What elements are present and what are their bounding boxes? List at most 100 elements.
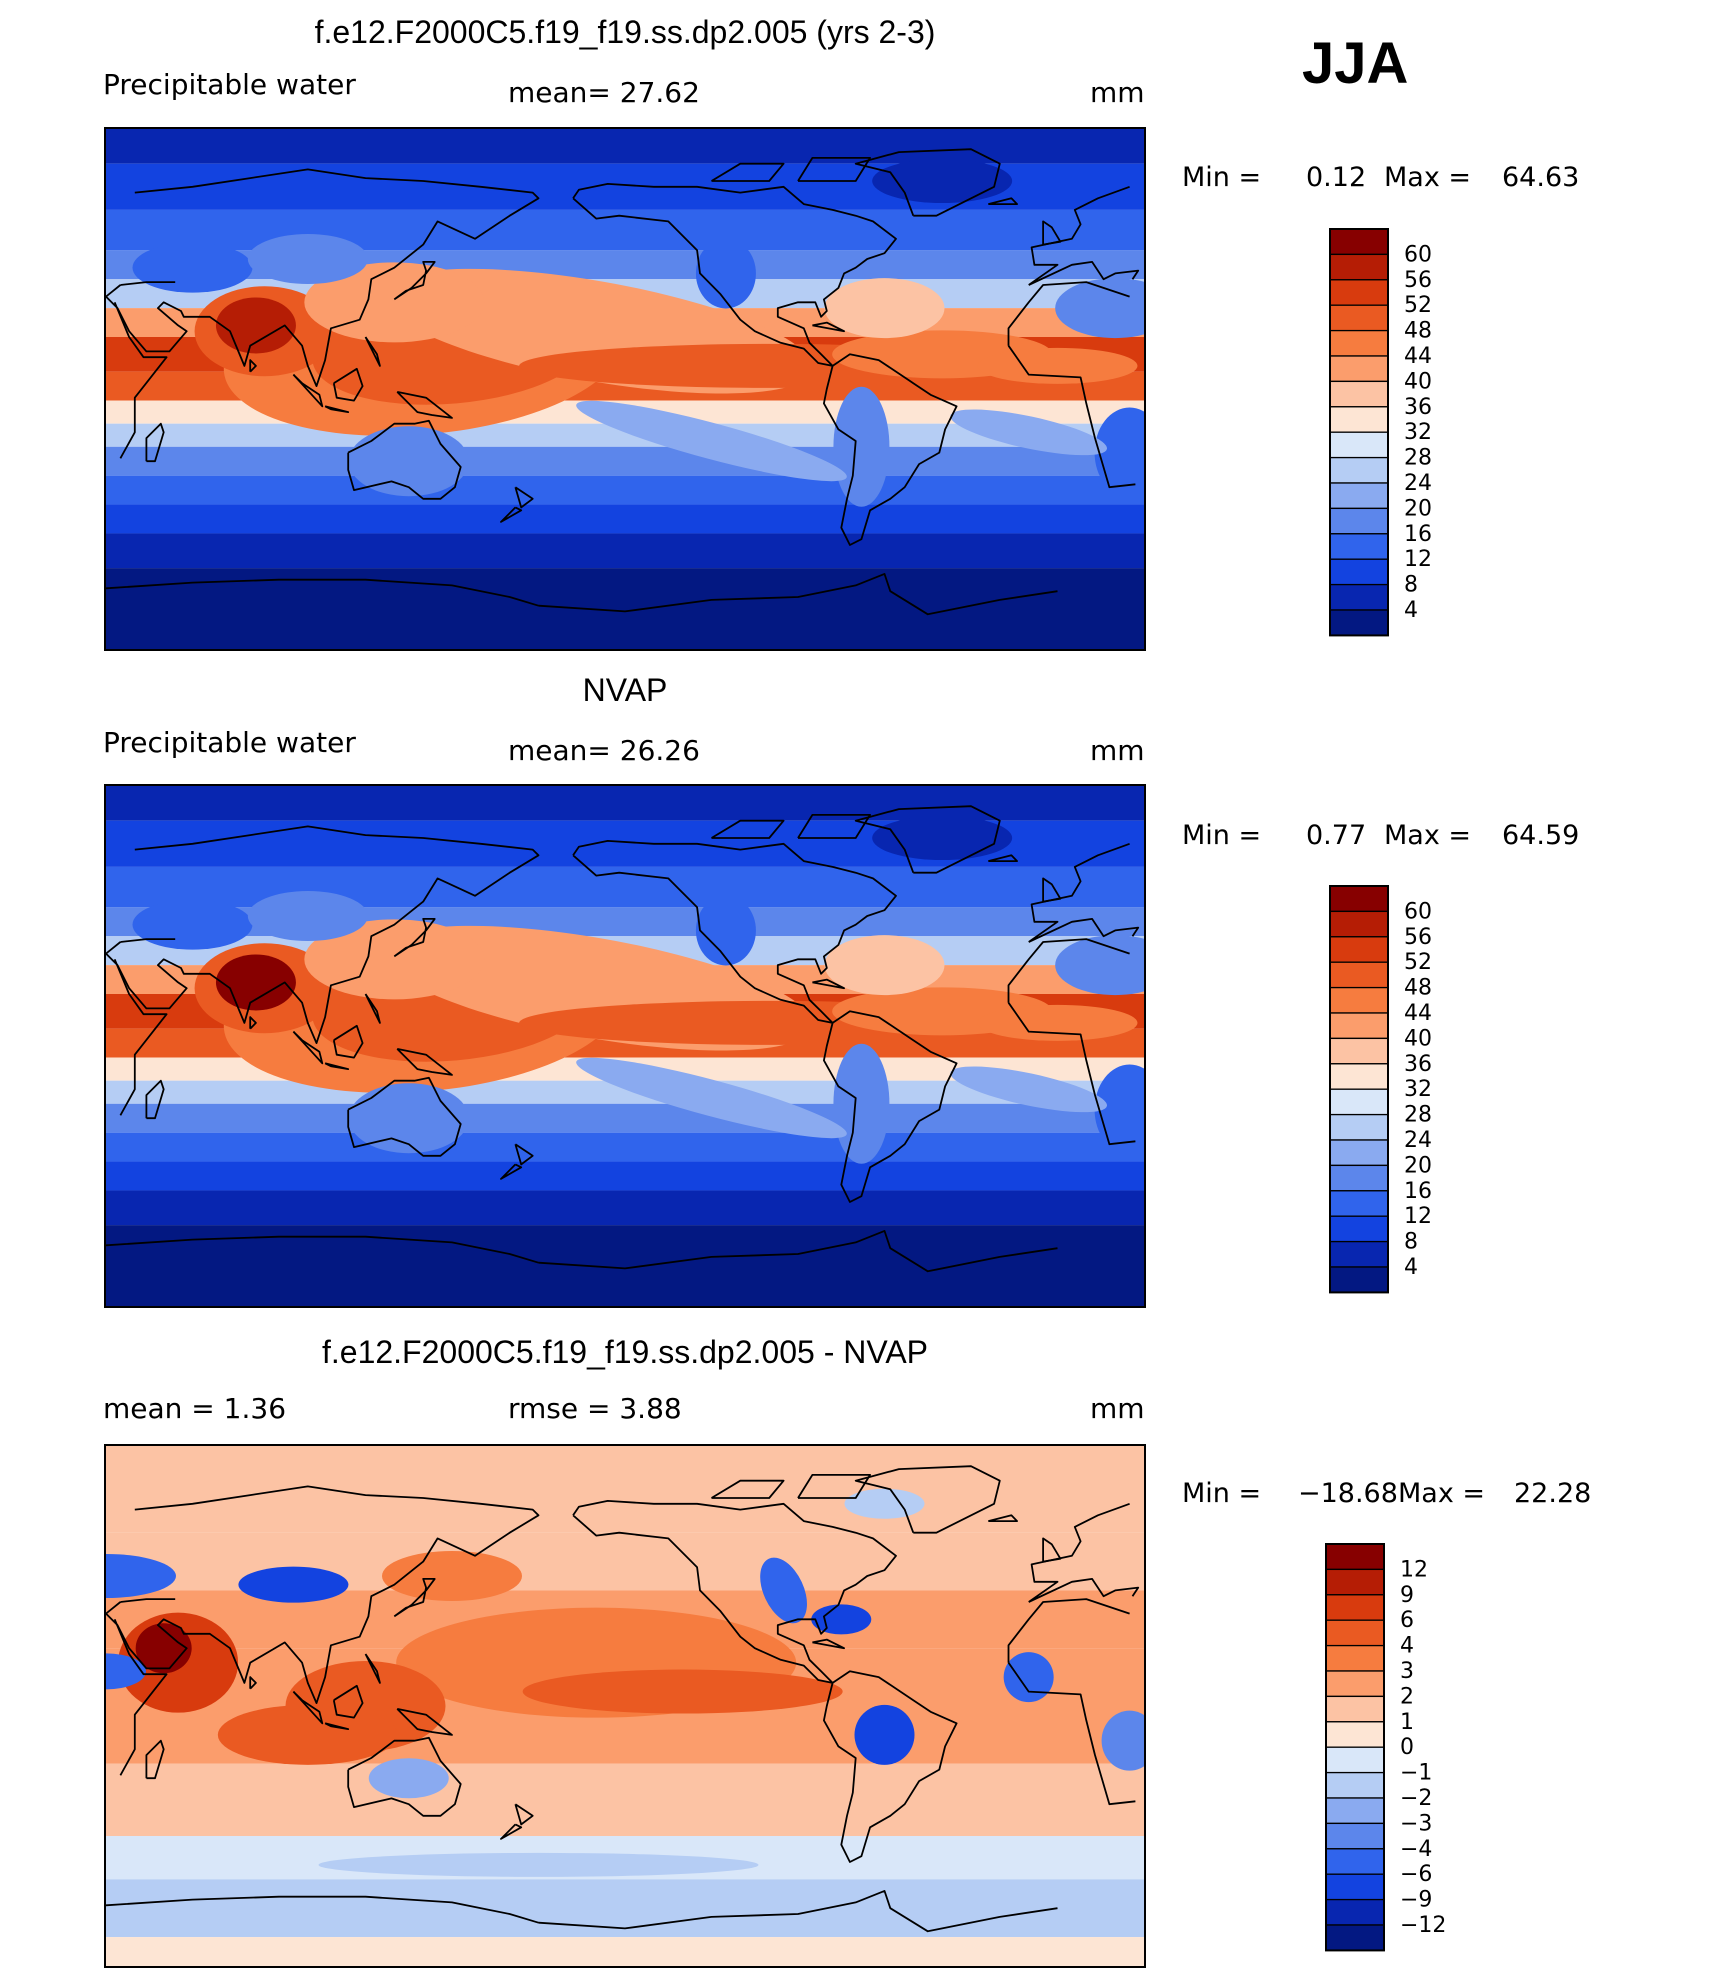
field-blob bbox=[950, 409, 1107, 456]
coastline bbox=[324, 1062, 350, 1070]
field-blob bbox=[576, 400, 847, 482]
colorbar-tick-label: 32 bbox=[1404, 420, 1432, 445]
colorbar-tick-label: 48 bbox=[1404, 319, 1432, 344]
coastline bbox=[292, 373, 324, 408]
coastline bbox=[988, 197, 1018, 205]
coastline bbox=[106, 1890, 1058, 1933]
colorbar-swatch bbox=[1325, 1848, 1385, 1875]
coastline bbox=[396, 1708, 453, 1736]
colorbar-swatch bbox=[1329, 1063, 1389, 1090]
panel3-colorbar: 12 9 6 4 3 2 1 0 −1 −2 −3 −4 −6 −9 −12 bbox=[1325, 1543, 1466, 1954]
field-band bbox=[106, 1937, 1144, 1966]
panel1-title: f.e12.F2000C5.f19_f19.ss.dp2.005 (yrs 2-… bbox=[314, 14, 936, 50]
coastline bbox=[854, 1465, 1001, 1534]
coastline bbox=[292, 1030, 324, 1065]
panel2-max-value: 64.59 bbox=[1502, 820, 1580, 851]
coastline bbox=[120, 938, 176, 943]
panel3-map bbox=[104, 1444, 1146, 1968]
coastline bbox=[324, 1722, 350, 1730]
colorbar-swatch bbox=[1329, 986, 1389, 1014]
field-band bbox=[106, 1879, 1144, 1938]
coastline bbox=[106, 573, 1058, 616]
colorbar-swatch bbox=[1329, 380, 1389, 408]
field-blob bbox=[238, 1566, 349, 1603]
colorbar-swatch bbox=[1329, 253, 1389, 281]
field-blob bbox=[1094, 1064, 1144, 1155]
colorbar-tick-label: 40 bbox=[1404, 1026, 1432, 1051]
panel2-map bbox=[104, 784, 1146, 1308]
coastline bbox=[106, 168, 1140, 387]
field-blob bbox=[522, 1669, 843, 1714]
colorbar-tick-label: 56 bbox=[1404, 268, 1432, 293]
colorbar-swatch bbox=[1325, 1543, 1385, 1571]
field-blob bbox=[950, 1066, 1107, 1113]
colorbar-tick-label: 44 bbox=[1404, 1001, 1432, 1026]
panel3-map-svg bbox=[106, 1446, 1144, 1966]
colorbar-tick-label: 20 bbox=[1404, 496, 1432, 521]
coastline bbox=[113, 281, 1136, 489]
colorbar-tick-label: 12 bbox=[1400, 1557, 1428, 1582]
coastline bbox=[1042, 220, 1062, 246]
colorbar-swatch bbox=[1325, 1568, 1385, 1596]
field-band bbox=[106, 1225, 1144, 1306]
colorbar-swatch bbox=[1329, 507, 1389, 535]
colorbar-swatch bbox=[1329, 431, 1389, 459]
colorbar-swatch bbox=[1329, 1139, 1389, 1167]
field-band bbox=[106, 446, 1144, 476]
colorbar-tick-label: 1 bbox=[1400, 1710, 1414, 1735]
field-blob bbox=[824, 278, 945, 339]
coastline bbox=[120, 1598, 176, 1603]
coastline bbox=[364, 993, 381, 1024]
coastline bbox=[292, 1690, 324, 1725]
colorbar-tick-label: −3 bbox=[1400, 1811, 1432, 1836]
coastline bbox=[347, 1076, 462, 1157]
field-blob bbox=[217, 1704, 398, 1765]
coastline bbox=[1042, 1537, 1062, 1563]
coastline bbox=[500, 1163, 523, 1180]
panel1-colorbar: 60 56 52 48 44 40 36 32 28 24 20 16 12 8 4 bbox=[1329, 228, 1470, 639]
panel1-mean-label: mean= 27.62 bbox=[508, 76, 700, 109]
coastline bbox=[396, 391, 453, 419]
colorbar-swatch bbox=[1325, 1644, 1385, 1672]
coastline bbox=[396, 1048, 453, 1076]
field-blob bbox=[215, 954, 296, 1011]
colorbar-tick-label: 36 bbox=[1404, 1052, 1432, 1077]
coastline bbox=[823, 1010, 958, 1203]
coastline bbox=[711, 819, 785, 839]
coastline bbox=[393, 1578, 436, 1618]
coastline bbox=[572, 1500, 897, 1684]
colorbar-swatch bbox=[1329, 609, 1389, 637]
colorbar-tick-label: 24 bbox=[1404, 1128, 1432, 1153]
field-blob bbox=[247, 234, 368, 284]
colorbar-tick-label: 36 bbox=[1404, 395, 1432, 420]
field-blob bbox=[135, 1623, 192, 1674]
colorbar-tick-label: 20 bbox=[1404, 1153, 1432, 1178]
colorbar-tick-label: 52 bbox=[1404, 950, 1432, 975]
field-blob bbox=[576, 1057, 847, 1139]
field-blob bbox=[977, 1004, 1138, 1041]
colorbar-tick-label: 16 bbox=[1404, 522, 1432, 547]
field-blob bbox=[872, 816, 1013, 860]
coastline bbox=[812, 321, 845, 333]
coastline bbox=[113, 1598, 1136, 1806]
panel1-variable-label: Precipitable water bbox=[103, 68, 356, 101]
coastline bbox=[797, 1474, 871, 1499]
colorbar-swatch bbox=[1325, 1822, 1385, 1850]
colorbar-swatch bbox=[1329, 406, 1389, 433]
field-blob bbox=[1003, 1652, 1054, 1703]
coastline bbox=[711, 162, 785, 182]
coastline bbox=[988, 1514, 1018, 1522]
coastline bbox=[500, 506, 523, 523]
panel3-mean-label: mean = 1.36 bbox=[103, 1392, 287, 1425]
coastline bbox=[332, 1684, 364, 1719]
panel2-map-svg bbox=[106, 786, 1144, 1306]
colorbar-swatch bbox=[1325, 1771, 1385, 1799]
colorbar-tick-label: 2 bbox=[1400, 1684, 1414, 1709]
coastline bbox=[145, 1079, 165, 1120]
panel1-max-label: Max = bbox=[1384, 162, 1472, 193]
coastline bbox=[347, 419, 462, 500]
coastline bbox=[514, 486, 534, 509]
coastline bbox=[332, 367, 364, 402]
colorbar-swatch bbox=[1329, 355, 1389, 383]
colorbar-swatch bbox=[1329, 1266, 1389, 1294]
